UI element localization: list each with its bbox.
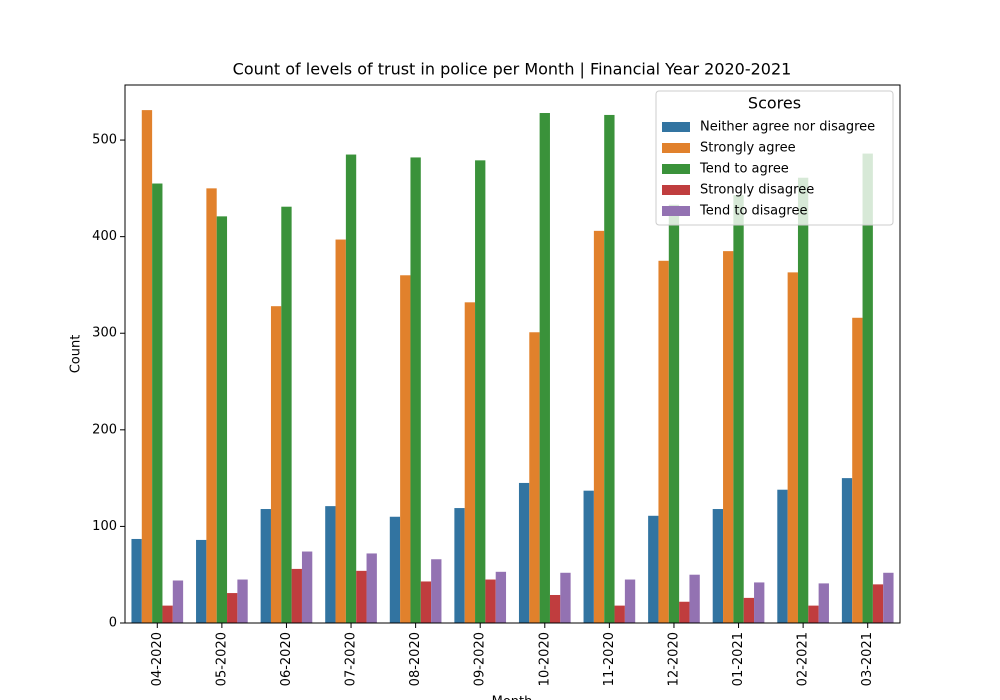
x-tick-label: 08-2020 bbox=[408, 632, 423, 686]
bar bbox=[495, 571, 507, 623]
bar bbox=[141, 110, 153, 624]
x-tick-label: 05-2020 bbox=[214, 632, 229, 686]
bar bbox=[604, 114, 615, 623]
legend-label: Neither agree nor disagree bbox=[700, 120, 875, 135]
bar bbox=[356, 570, 367, 623]
bar bbox=[345, 154, 357, 623]
bar bbox=[162, 605, 173, 623]
bar bbox=[301, 551, 313, 623]
bar bbox=[787, 272, 798, 623]
legend-label: Tend to disagree bbox=[699, 204, 807, 219]
x-axis-label: Month bbox=[492, 695, 533, 700]
x-tick-label: 02-2021 bbox=[796, 632, 811, 686]
bar bbox=[852, 317, 863, 623]
bar bbox=[593, 230, 605, 624]
bar bbox=[291, 568, 302, 623]
y-tick-label: 300 bbox=[92, 326, 117, 341]
legend-swatch bbox=[662, 164, 690, 174]
x-tick-label: 03-2021 bbox=[860, 632, 875, 686]
chart-title: Count of levels of trust in police per M… bbox=[233, 60, 792, 79]
legend-swatch bbox=[662, 143, 690, 153]
x-tick-label: 09-2020 bbox=[473, 632, 488, 686]
bar bbox=[712, 509, 724, 623]
bar bbox=[152, 183, 163, 624]
bar bbox=[614, 605, 625, 623]
bar bbox=[679, 601, 690, 623]
bar bbox=[818, 583, 829, 623]
bar bbox=[754, 582, 765, 623]
plot-frame bbox=[124, 84, 901, 624]
bar bbox=[216, 216, 228, 624]
bar bbox=[431, 559, 442, 623]
bar bbox=[454, 508, 465, 623]
bar bbox=[206, 188, 217, 623]
bar bbox=[539, 113, 550, 623]
bar bbox=[733, 195, 744, 623]
y-tick-label: 200 bbox=[92, 422, 117, 437]
bar bbox=[808, 605, 819, 623]
x-tick-label: 11-2020 bbox=[602, 632, 617, 686]
y-tick-label: 0 bbox=[109, 616, 117, 631]
bar bbox=[131, 538, 142, 623]
x-tick-label: 10-2020 bbox=[537, 632, 552, 686]
bar bbox=[410, 157, 421, 623]
bar bbox=[196, 539, 207, 623]
bar bbox=[475, 160, 486, 623]
bar bbox=[227, 593, 238, 623]
bar bbox=[237, 579, 248, 623]
bar bbox=[260, 509, 271, 623]
x-tick-label: 07-2020 bbox=[344, 632, 359, 686]
bar bbox=[270, 306, 282, 623]
bar bbox=[549, 594, 561, 623]
bar bbox=[464, 302, 476, 623]
legend-swatch bbox=[662, 122, 690, 132]
bar bbox=[689, 574, 700, 623]
bar bbox=[624, 579, 636, 623]
bar bbox=[335, 239, 346, 624]
x-tick-label: 04-2020 bbox=[150, 632, 165, 686]
bar bbox=[862, 153, 873, 623]
legend-box bbox=[655, 90, 894, 226]
y-tick-label: 100 bbox=[92, 519, 117, 534]
bar bbox=[518, 482, 530, 623]
bar bbox=[325, 506, 336, 623]
bar bbox=[883, 572, 894, 623]
bar bbox=[872, 584, 884, 623]
bar bbox=[389, 516, 401, 623]
bar bbox=[485, 579, 496, 623]
bar bbox=[420, 581, 432, 623]
y-tick-label: 500 bbox=[92, 133, 117, 148]
x-tick-label: 01-2021 bbox=[731, 632, 746, 686]
legend-label: Tend to agree bbox=[699, 162, 789, 177]
bar bbox=[529, 332, 540, 623]
legend-label: Strongly agree bbox=[700, 141, 796, 156]
bar bbox=[366, 553, 377, 623]
bar bbox=[583, 490, 594, 623]
x-tick-label: 06-2020 bbox=[279, 632, 294, 686]
legend-swatch bbox=[662, 185, 690, 195]
bar bbox=[777, 489, 788, 623]
bar bbox=[400, 275, 411, 623]
bar bbox=[797, 177, 809, 623]
bar bbox=[560, 572, 571, 623]
bar bbox=[281, 206, 292, 624]
bar bbox=[723, 251, 734, 623]
bar bbox=[841, 478, 853, 623]
y-tick-label: 400 bbox=[92, 229, 117, 244]
legend-label: Strongly disagree bbox=[700, 183, 814, 198]
x-tick-label: 12-2020 bbox=[666, 632, 681, 686]
legend-title: Scores bbox=[748, 94, 801, 113]
bar bbox=[172, 580, 184, 623]
legend-swatch bbox=[662, 206, 690, 216]
bar bbox=[668, 204, 680, 623]
bar bbox=[658, 260, 669, 623]
y-axis-label: Count bbox=[69, 335, 84, 374]
bar bbox=[743, 597, 755, 623]
bar bbox=[648, 515, 659, 623]
